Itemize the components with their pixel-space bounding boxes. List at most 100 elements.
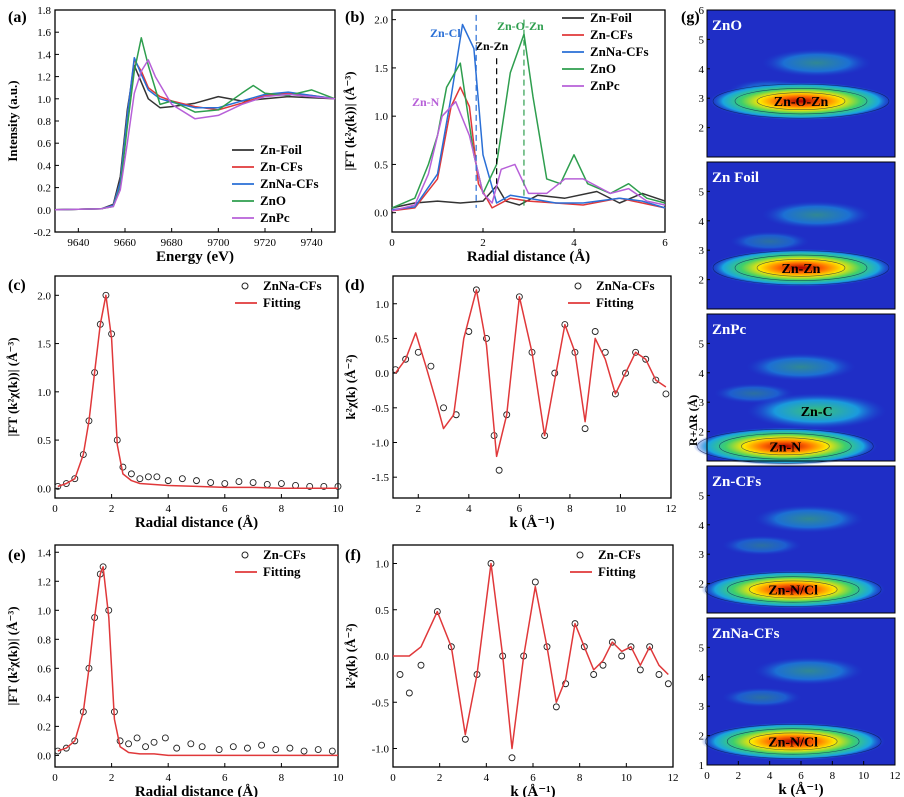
y-tick-label: 3: [699, 245, 705, 257]
subpanel-title: ZnPc: [712, 322, 747, 338]
y-tick-label: 2: [699, 275, 705, 287]
x-axis-label: Radial distance (Å): [135, 784, 258, 797]
y-tick-label: 2: [699, 123, 705, 135]
contour-line: [748, 732, 838, 751]
y-tick-label: 0.0: [375, 651, 389, 663]
series-line: [54, 64, 336, 211]
series-line: [391, 100, 666, 212]
panel-e: (e) 0 2 4 6 8 10 0.0 0.2 0.4 0.6 0.8 1.0 1.2 1.4 Radial…: [5, 544, 345, 797]
series-line: [57, 294, 338, 490]
x-tick-label: 2: [416, 503, 422, 515]
y-tick-label: 1.8: [37, 5, 51, 17]
y-tick-label: 4: [699, 520, 705, 532]
data-point: [632, 348, 640, 356]
y-tick-label: 1.0: [37, 387, 51, 399]
x-tick-label: 4: [484, 772, 490, 784]
heatmap-blob: [761, 48, 872, 77]
series-markers: [54, 563, 336, 755]
y-tick-label: 3: [699, 549, 705, 561]
contour-line: [726, 576, 860, 603]
bond-label: Zn-O-Zn: [774, 95, 829, 110]
series-line: [393, 562, 669, 750]
data-point: [402, 355, 410, 363]
data-point: [144, 473, 152, 481]
data-point: [215, 746, 223, 754]
data-point: [243, 744, 251, 752]
contour-line: [726, 728, 860, 755]
x-axis-label: Energy (eV): [156, 249, 234, 265]
data-point: [508, 754, 516, 762]
data-point: [286, 744, 294, 752]
y-tick-label: 3: [699, 397, 705, 409]
y-tick-label: 1.0: [375, 559, 389, 571]
legend-label: Zn-Foil: [260, 142, 302, 157]
data-point: [334, 482, 342, 490]
data-point: [655, 671, 663, 678]
legend-marker: [241, 282, 249, 290]
data-point: [646, 643, 654, 651]
legend-label: ZnO: [260, 193, 286, 208]
heatmap-blob: [746, 393, 887, 430]
y-axis-label: k²χ(k) (Å⁻²): [343, 354, 358, 419]
x-tick-label: 9660: [114, 237, 137, 249]
subpanel-title: ZnO: [712, 18, 742, 34]
data-point: [62, 480, 70, 487]
heatmap-hotspot: [693, 427, 878, 466]
data-point: [173, 744, 181, 752]
y-tick-label: 2: [699, 579, 705, 591]
data-point: [627, 643, 635, 651]
data-point: [164, 477, 172, 485]
subpanel-frame: [706, 9, 896, 158]
x-tick-label: 2: [109, 503, 115, 515]
y-tick-label: 3: [699, 93, 705, 105]
x-tick-label: 6: [222, 503, 228, 515]
legend-label: Zn-CFs: [598, 547, 641, 562]
y-axis-label: |FT (k²χ(k))| (Å⁻³): [5, 337, 20, 436]
legend-label: ZnNa-CFs: [263, 278, 322, 293]
x-tick-label: 0: [390, 772, 396, 784]
legend-marker: [576, 551, 584, 559]
y-tick-label: 5: [699, 186, 705, 198]
x-axis-label: Radial distance (Å): [135, 515, 258, 531]
y-tick-label: 3: [699, 701, 705, 713]
data-point: [71, 737, 79, 745]
data-point: [664, 680, 672, 688]
data-point: [229, 743, 237, 751]
legend-marker: [574, 282, 582, 290]
panel-b: (b) 0 2 4 6 0.0 0.5 1.0 1.5 2.0 Radial distance (Å…: [342, 9, 668, 265]
data-point: [662, 390, 670, 398]
legend-label: Zn-Foil: [590, 10, 632, 25]
contour-line: [697, 428, 874, 464]
y-tick-label: 0.6: [37, 663, 51, 675]
series-line: [394, 289, 667, 458]
series-markers: [54, 291, 342, 490]
x-tick-label: 10: [615, 503, 627, 515]
x-tick-label: 8: [279, 503, 285, 515]
y-tick-label: -1.5: [372, 472, 390, 484]
data-point: [272, 746, 280, 754]
x-tick-label: 9680: [161, 237, 184, 249]
y-tick-label: 1.0: [374, 111, 388, 123]
x-tick-label: 6: [530, 772, 536, 784]
legend-marker: [241, 551, 249, 559]
data-point: [531, 578, 539, 586]
contour-line: [748, 580, 838, 599]
y-tick-label: 4: [699, 368, 705, 380]
data-point: [136, 475, 144, 483]
x-tick-label: 10: [333, 772, 345, 784]
y-tick-label: 0.0: [375, 368, 389, 380]
series-line: [57, 566, 338, 757]
series-line: [391, 184, 666, 209]
plot-frame: [54, 275, 339, 499]
x-tick-label: 10: [858, 770, 870, 782]
bond-label: Zn-Zn: [782, 262, 821, 277]
plot-frame: [54, 544, 339, 768]
data-point: [461, 735, 469, 743]
y-tick-label: 1.4: [37, 49, 51, 61]
heatmap-hotspot: [701, 570, 886, 609]
contour-line: [734, 88, 868, 115]
y-tick-label: 0.2: [37, 183, 51, 195]
x-tick-label: 9640: [67, 237, 90, 249]
data-point: [591, 328, 599, 335]
y-tick-label: 1.5: [374, 63, 388, 75]
